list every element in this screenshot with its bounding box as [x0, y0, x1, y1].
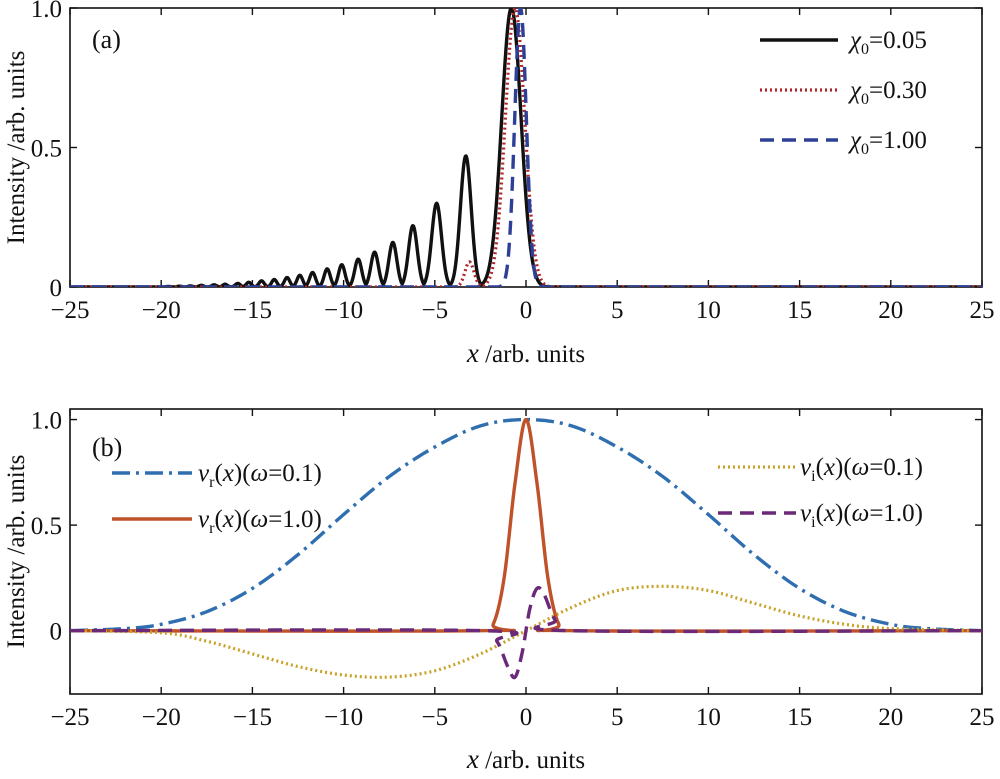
x-tick-label: 10 [696, 704, 721, 731]
x-tick-label: −5 [421, 704, 448, 731]
y-tick-label: 0.5 [31, 513, 62, 540]
x-tick-label: −15 [233, 297, 272, 324]
legend-label: χ0=0.30 [848, 77, 927, 108]
x-tick-label: −25 [50, 297, 89, 324]
y-axis-label: Intensity /arb. units [3, 455, 30, 649]
x-tick-label: −25 [50, 704, 89, 731]
legend-label: vr(x)(ω=0.1) [198, 460, 322, 491]
series-line-1-3 [70, 585, 982, 680]
x-tick-label: 5 [611, 297, 624, 324]
x-tick-label: 0 [520, 297, 533, 324]
x-tick-label: −5 [421, 297, 448, 324]
x-tick-label: 5 [611, 704, 624, 731]
x-tick-label: −20 [142, 297, 181, 324]
series-line-0-1 [70, 8, 982, 287]
x-tick-label: 15 [787, 704, 812, 731]
series-line-0-2 [70, 8, 982, 287]
x-tick-label: −10 [324, 297, 363, 324]
panel-a: −25 −20 −15 −10 −5 0 5 10 15 20 25 0 0.5 1.0 x /arb. u… [3, 0, 995, 368]
y-tick-label: 0 [50, 619, 63, 646]
x-tick-label: −10 [324, 704, 363, 731]
x-tick-label: 15 [787, 297, 812, 324]
panel-label: (b) [92, 433, 122, 462]
plot-frame [69, 7, 983, 288]
y-tick-label: 1.0 [31, 408, 62, 435]
y-tick-label: 0 [50, 275, 63, 302]
series-line-1-1 [70, 417, 982, 633]
legend: χ0=0.05 χ0=0.30 χ0=1.00 [760, 27, 927, 158]
series-line-0-0 [70, 8, 982, 287]
panel-b: −25 −20 −15 −10 −5 0 5 10 15 20 25 0 0.5 1.0 x /arb. u… [3, 408, 995, 774]
legend-label: vi(x)(ω=0.1) [800, 454, 923, 485]
legend: vr(x)(ω=0.1) vr(x)(ω=1.0) vi(x)(ω=0.1) vi(x… [112, 454, 923, 537]
plot-area [70, 8, 982, 287]
x-axis-label: x /arb. units [466, 744, 585, 774]
panel-label: (a) [92, 25, 121, 54]
x-tick-label: 20 [878, 704, 903, 731]
x-tick-label: −20 [142, 704, 181, 731]
x-tick-label: −15 [233, 704, 272, 731]
plot-area [70, 417, 982, 680]
y-tick-label: 1.0 [31, 0, 62, 23]
y-tick-label: 0.5 [31, 136, 62, 163]
x-tick-label: 0 [520, 704, 533, 731]
x-tick-label: 20 [878, 297, 903, 324]
x-tick-label: 25 [970, 297, 995, 324]
x-tick-label: 10 [696, 297, 721, 324]
legend-label: vi(x)(ω=1.0) [800, 500, 923, 531]
y-axis-label: Intensity /arb. units [3, 51, 30, 245]
legend-label: χ0=0.05 [848, 27, 927, 58]
plot-frame [69, 408, 983, 695]
legend-label: vr(x)(ω=1.0) [198, 506, 322, 537]
x-tick-label: 25 [970, 704, 995, 731]
legend-label: χ0=1.00 [848, 127, 927, 158]
x-axis-label: x /arb. units [466, 338, 585, 368]
